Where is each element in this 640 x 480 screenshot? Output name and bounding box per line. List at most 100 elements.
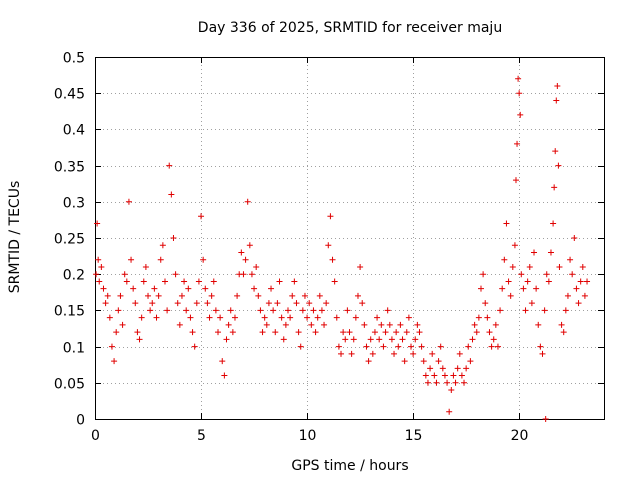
- data-point: [229, 329, 236, 336]
- data-point: [95, 256, 102, 263]
- data-point: [388, 336, 395, 343]
- axes: [95, 57, 605, 420]
- data-point: [147, 307, 154, 314]
- data-point: [418, 343, 425, 350]
- data-point: [234, 292, 241, 299]
- data-point: [104, 292, 111, 299]
- data-point: [115, 307, 122, 314]
- data-point: [403, 329, 410, 336]
- data-point: [509, 263, 516, 270]
- data-point: [265, 300, 272, 307]
- data-point: [225, 321, 232, 328]
- data-point: [168, 191, 175, 198]
- data-point: [119, 321, 126, 328]
- data-point: [327, 213, 334, 220]
- data-point: [270, 307, 277, 314]
- data-point: [329, 256, 336, 263]
- data-point: [100, 285, 107, 292]
- data-point: [551, 184, 558, 191]
- data-point: [554, 82, 561, 89]
- data-point: [215, 329, 222, 336]
- x-tick-label: 15: [405, 428, 423, 444]
- data-point: [391, 350, 398, 357]
- y-tick-label: 0.15: [54, 304, 85, 320]
- data-point: [195, 278, 202, 285]
- data-point: [435, 358, 442, 365]
- data-point: [571, 235, 578, 241]
- data-points: [93, 75, 591, 422]
- data-point: [223, 336, 230, 343]
- data-point: [475, 314, 482, 321]
- data-point: [193, 300, 200, 307]
- y-tick-label: 0.1: [63, 341, 85, 357]
- data-point: [153, 314, 160, 321]
- data-point: [528, 300, 535, 307]
- data-point: [374, 314, 381, 321]
- y-tick-label: 0.4: [63, 123, 85, 139]
- data-point: [94, 220, 101, 227]
- data-point: [539, 350, 546, 357]
- data-point: [480, 271, 487, 278]
- data-point: [253, 263, 260, 270]
- data-point: [138, 314, 145, 321]
- data-point: [183, 307, 190, 314]
- data-point: [178, 292, 185, 299]
- data-point: [584, 278, 591, 285]
- data-point: [537, 343, 544, 350]
- data-point: [494, 343, 501, 350]
- data-point: [316, 292, 323, 299]
- data-point: [573, 285, 580, 292]
- data-point: [541, 307, 548, 314]
- data-point: [312, 329, 319, 336]
- data-point: [405, 314, 412, 321]
- data-point: [308, 321, 315, 328]
- x-tick-labels: 0 5 10 15 20: [91, 428, 528, 444]
- data-point: [125, 198, 132, 205]
- data-point: [422, 372, 429, 379]
- data-point: [414, 321, 421, 328]
- data-point: [575, 300, 582, 307]
- data-point: [140, 278, 147, 285]
- x-tick-label: 20: [511, 428, 529, 444]
- data-point: [456, 350, 463, 357]
- data-point: [465, 343, 472, 350]
- y-tick-labels: 0 0.05 0.1 0.15 0.2 0.25 0.3 0.35 0.4 0.45 0.5: [54, 51, 85, 429]
- data-point: [331, 278, 338, 285]
- data-point: [106, 314, 113, 321]
- data-point: [547, 249, 554, 256]
- data-point: [412, 336, 419, 343]
- data-point: [240, 271, 247, 278]
- data-point: [533, 285, 540, 292]
- data-point: [359, 300, 366, 307]
- data-point: [501, 256, 508, 263]
- data-point: [248, 271, 255, 278]
- data-point: [542, 416, 549, 422]
- data-point: [512, 177, 519, 184]
- data-point: [556, 263, 563, 270]
- data-point: [348, 350, 355, 357]
- data-point: [469, 336, 476, 343]
- data-point: [492, 321, 499, 328]
- data-point: [145, 292, 152, 299]
- data-point: [452, 379, 459, 386]
- data-point: [564, 292, 571, 299]
- data-point: [157, 256, 164, 263]
- data-point: [333, 314, 340, 321]
- chart-title: Day 336 of 2025, SRMTID for receiver maj…: [198, 20, 502, 36]
- data-point: [132, 300, 139, 307]
- data-point: [306, 300, 313, 307]
- data-point: [217, 314, 224, 321]
- data-point: [503, 220, 510, 227]
- data-point: [518, 271, 525, 278]
- data-point: [507, 292, 514, 299]
- data-point: [187, 314, 194, 321]
- data-point: [369, 350, 376, 357]
- x-axis-label: GPS time / hours: [291, 458, 408, 474]
- data-point: [189, 329, 196, 336]
- data-point: [151, 285, 158, 292]
- data-point: [553, 97, 560, 104]
- data-point: [515, 75, 522, 82]
- data-point: [444, 379, 451, 386]
- data-point: [386, 321, 393, 328]
